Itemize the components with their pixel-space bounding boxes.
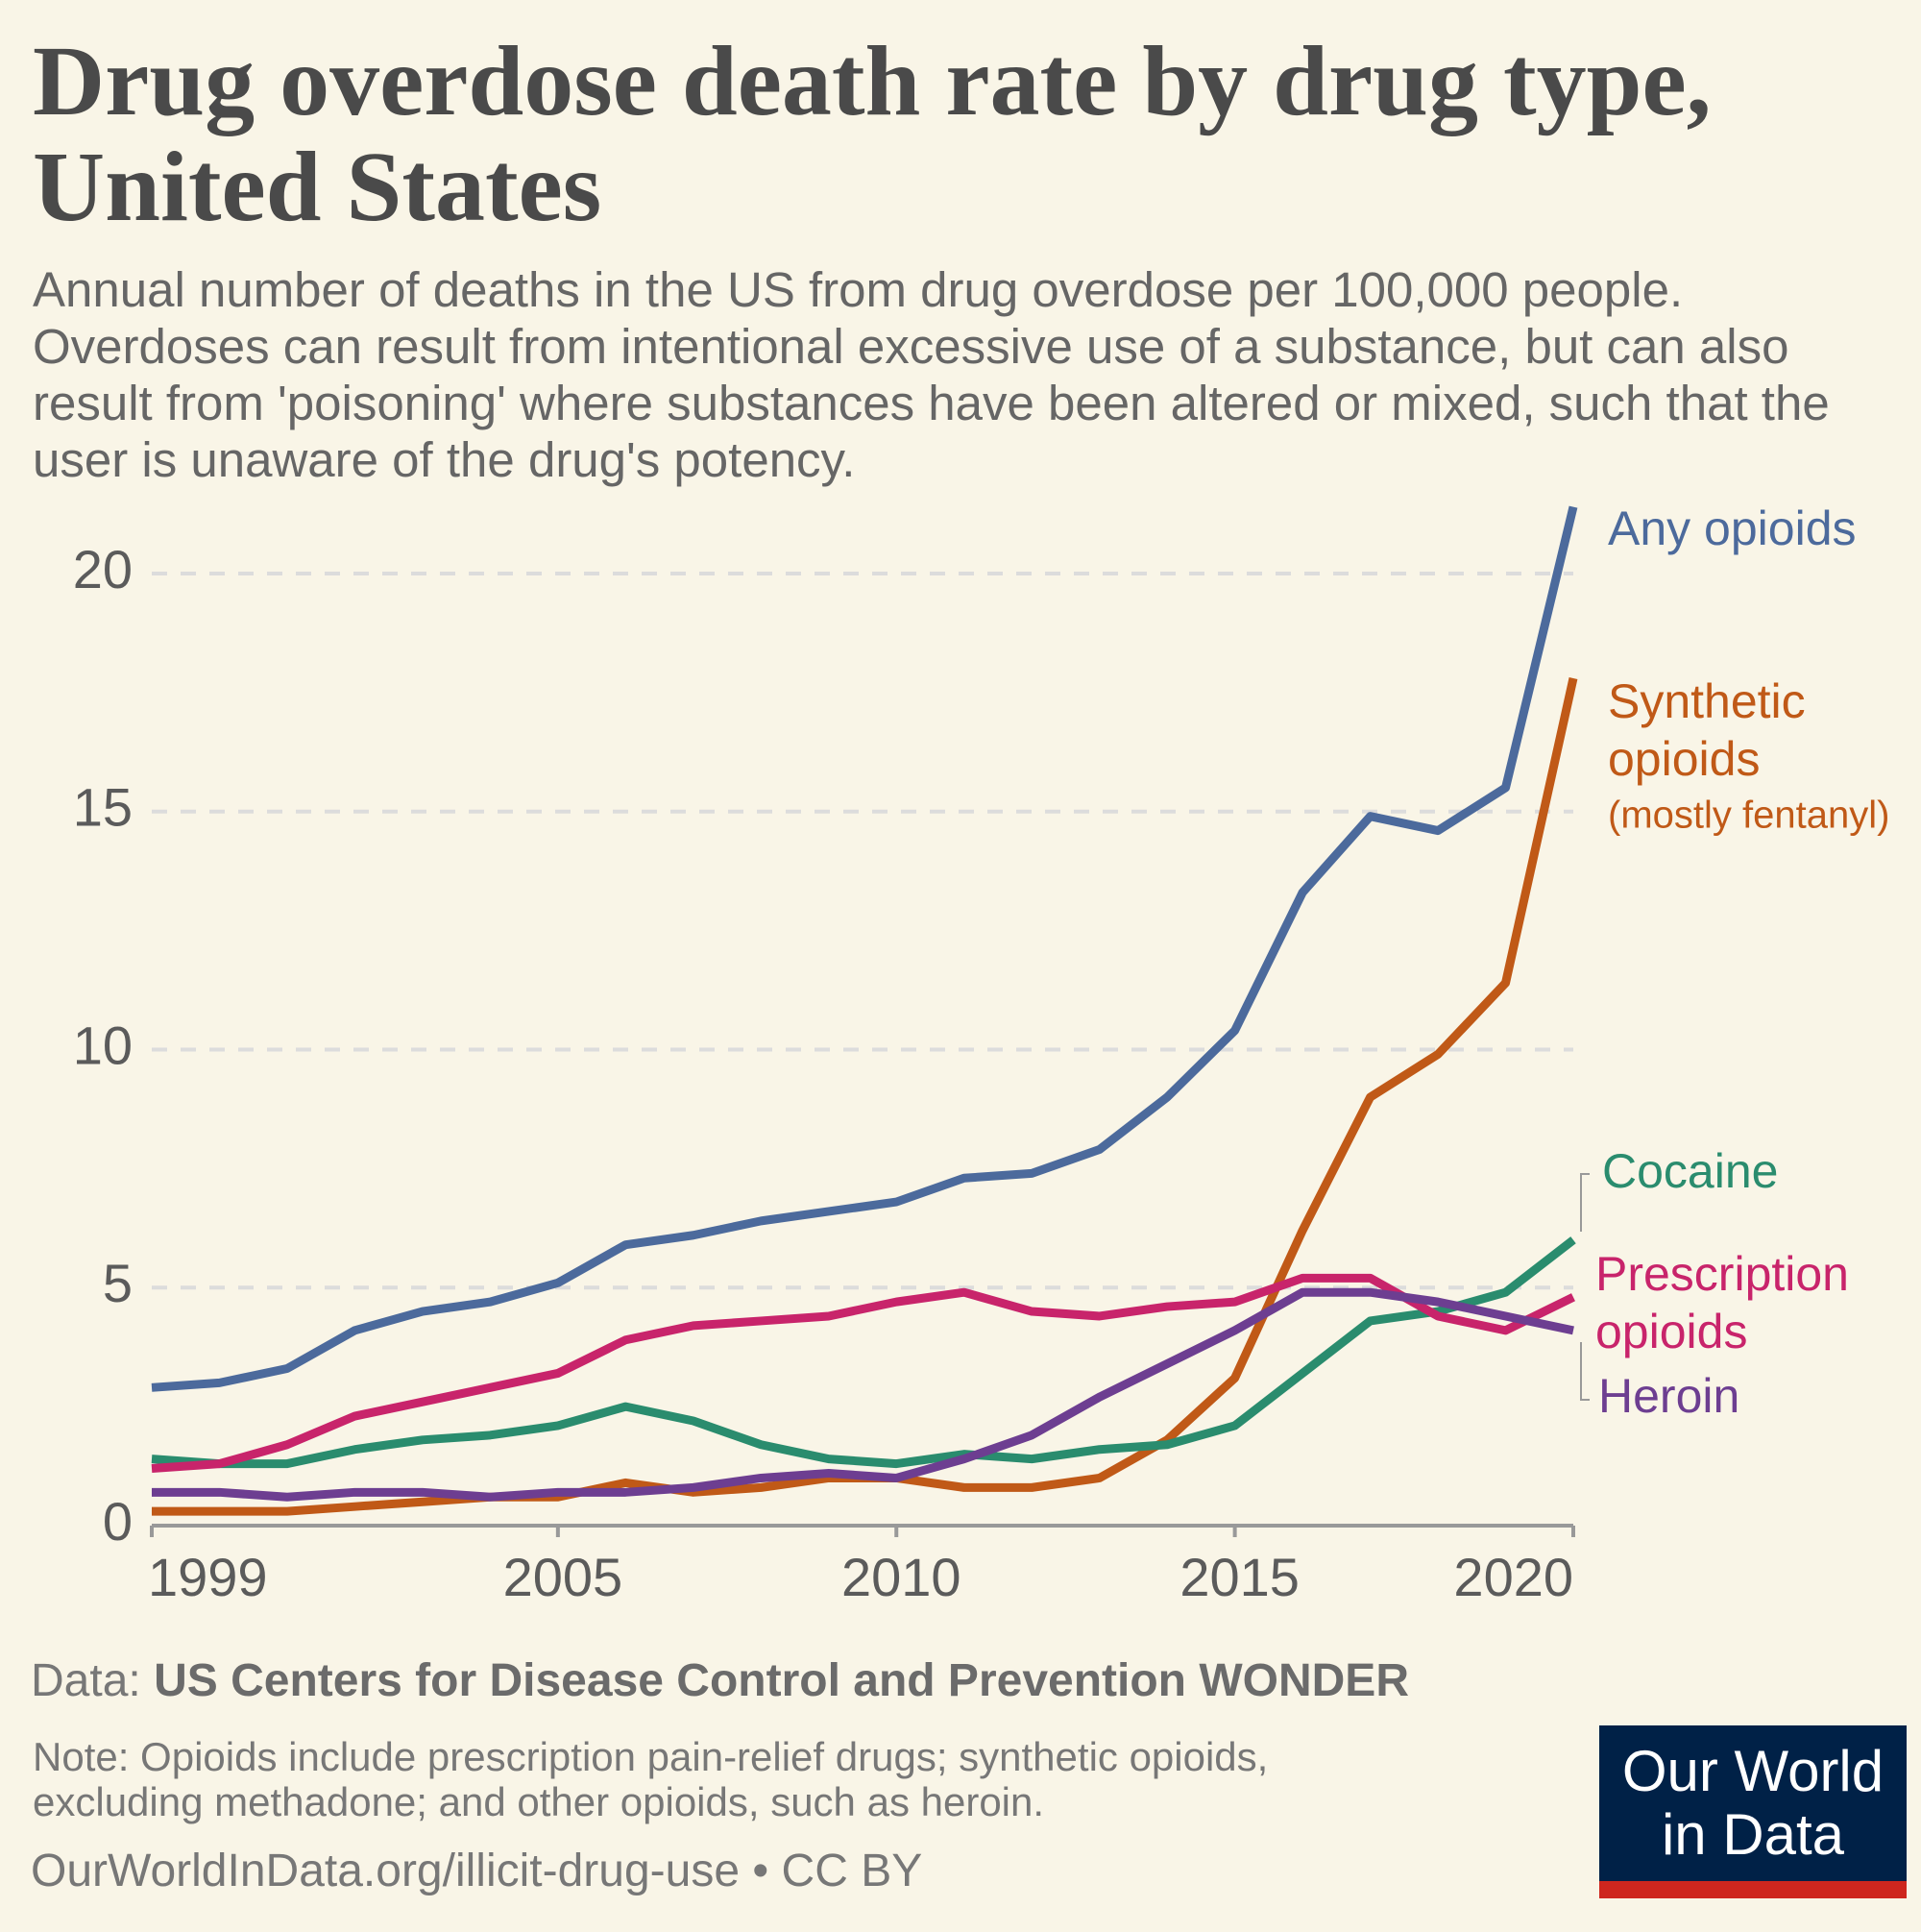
logo: Our World in Data <box>1599 1725 1907 1898</box>
legend-label-line: Synthetic <box>1608 674 1806 728</box>
legend-label-line: opioids <box>1608 732 1760 786</box>
series-line <box>152 1287 1574 1502</box>
series-line <box>151 505 1578 1392</box>
x-tick-label: 1999 <box>148 1547 268 1607</box>
source-name: US Centers for Disease Control and Preve… <box>154 1655 1409 1706</box>
note: Note: Opioids include prescription pain-… <box>33 1734 1269 1824</box>
source-label: Data: <box>31 1655 141 1706</box>
legend-label: Synthetic opioids <box>1608 674 1806 786</box>
legend-label-line: Prescription <box>1595 1247 1849 1301</box>
legend-label: Heroin <box>1598 1369 1739 1423</box>
y-tick-label: 5 <box>103 1253 133 1313</box>
legend-label: Any opioids <box>1608 501 1857 555</box>
x-tick-label: 2010 <box>841 1547 961 1607</box>
y-tick-label: 0 <box>103 1491 133 1552</box>
series-line <box>151 1236 1576 1469</box>
y-tick-label: 10 <box>73 1015 133 1075</box>
label-connector <box>1580 1342 1590 1401</box>
url: OurWorldInData.org/illicit-drug-use • CC… <box>31 1846 923 1896</box>
x-tick-label: 2005 <box>503 1547 623 1607</box>
x-tick-label: 2020 <box>1453 1547 1573 1607</box>
x-tick-label: 2015 <box>1179 1547 1300 1607</box>
legend-label: Cocaine <box>1602 1144 1778 1198</box>
source: Data: US Centers for Disease Control and… <box>31 1654 1409 1707</box>
chart-subtitle: Annual number of deaths in the US from d… <box>33 262 1830 487</box>
legend-label: Prescription opioids <box>1595 1247 1849 1358</box>
label-connector <box>1580 1173 1590 1232</box>
legend-label-line: opioids <box>1595 1305 1747 1358</box>
series-line <box>152 677 1578 1516</box>
chart-title: Drug overdose death rate by drug type, U… <box>33 26 1712 242</box>
y-tick-label: 15 <box>73 777 133 838</box>
series-line <box>151 1273 1575 1474</box>
y-tick-label: 20 <box>73 539 133 599</box>
legend-note: (mostly fentanyl) <box>1608 795 1889 837</box>
